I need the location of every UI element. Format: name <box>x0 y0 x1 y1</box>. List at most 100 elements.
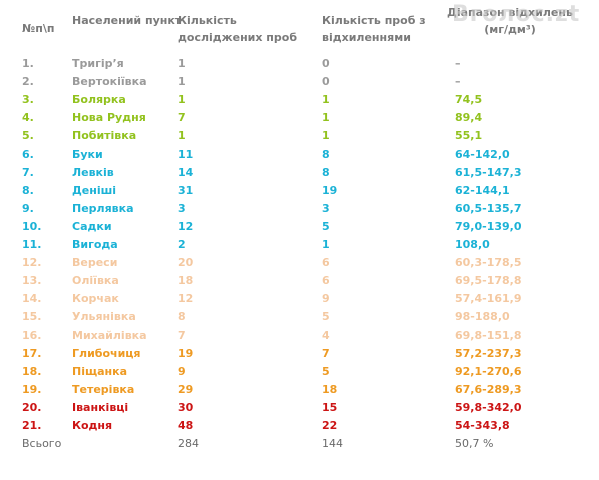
deviating-samples: 0 <box>322 75 330 89</box>
row-number: 12. <box>22 256 42 270</box>
samples: 1 <box>178 57 186 70</box>
samples: 20 <box>178 256 194 270</box>
total-cell: Всього <box>22 437 62 451</box>
row-number: 16. <box>22 328 42 342</box>
total-cell: 284 <box>178 437 199 451</box>
row-number: 14. <box>22 292 42 306</box>
header-cell: Діапазон відхилень (мг/дм³) <box>447 6 573 36</box>
range: 79,0-139,0 <box>455 219 522 233</box>
header-cell: Кількість проб з відхиленнями <box>322 14 426 44</box>
samples: 1 <box>178 93 186 107</box>
range: 57,4-161,9 <box>455 292 522 306</box>
settlement: Перлявка <box>72 201 134 215</box>
row-number: 6. <box>22 147 34 161</box>
deviating-samples: 19 <box>322 183 338 197</box>
settlement: Оліївка <box>72 274 119 288</box>
samples: 29 <box>178 382 194 396</box>
samples: 31 <box>178 183 194 197</box>
row-number: 5. <box>22 129 34 143</box>
row-number: 9. <box>22 201 34 215</box>
deviating-samples: 7 <box>322 346 330 360</box>
row-number: 7. <box>22 165 34 179</box>
row-number: 15. <box>22 310 42 324</box>
range: – <box>455 75 461 89</box>
samples: 9 <box>178 364 186 378</box>
row-number: 4. <box>22 111 34 125</box>
settlement: Вереси <box>72 256 118 270</box>
settlement: Садки <box>72 219 112 233</box>
settlement: Вертокіївка <box>72 75 147 89</box>
samples: 7 <box>178 111 186 125</box>
deviating-samples: 1 <box>322 111 330 125</box>
samples: 12 <box>178 219 194 233</box>
range: 59,8-342,0 <box>455 400 522 414</box>
range: 60,5-135,7 <box>455 201 522 215</box>
row-number: 18. <box>22 364 42 378</box>
total-cell: 144 <box>322 437 343 451</box>
samples: 14 <box>178 165 194 179</box>
row-number: 20. <box>22 400 42 414</box>
deviating-samples: 1 <box>322 238 330 251</box>
deviating-samples: 8 <box>322 165 330 179</box>
samples: 11 <box>178 147 194 161</box>
deviating-samples: 22 <box>322 419 338 432</box>
samples: 12 <box>178 292 194 306</box>
range: 64-142,0 <box>455 147 510 161</box>
settlement: Михайлівка <box>72 328 147 342</box>
header-cell: №п\п <box>22 22 55 35</box>
deviating-samples: 1 <box>322 129 330 143</box>
row-number: 8. <box>22 183 34 197</box>
settlement: Корчак <box>72 292 119 306</box>
deviating-samples: 9 <box>322 292 330 306</box>
samples: 8 <box>178 310 186 324</box>
samples: 1 <box>178 129 186 143</box>
settlement: Ульянівка <box>72 310 136 324</box>
deviating-samples: 5 <box>322 219 330 233</box>
settlement: Вигода <box>72 238 118 251</box>
settlement: Кодня <box>72 419 113 432</box>
settlement: Побитівка <box>72 129 137 143</box>
range: 54-343,8 <box>455 419 510 432</box>
settlement: Буки <box>72 147 103 161</box>
range: 92,1-270,6 <box>455 364 522 378</box>
range: 67,6-289,3 <box>455 382 522 396</box>
deviating-samples: 18 <box>322 382 338 396</box>
total-cell: 50,7 % <box>455 437 494 451</box>
deviating-samples: 6 <box>322 256 330 270</box>
deviating-samples: 15 <box>322 400 338 414</box>
deviating-samples: 8 <box>322 147 330 161</box>
row-number: 17. <box>22 346 42 360</box>
deviating-samples: 0 <box>322 57 330 70</box>
samples: 19 <box>178 346 194 360</box>
header-cell: Кількість досліджених проб <box>178 14 298 44</box>
range: 89,4 <box>455 111 483 125</box>
range: 69,5-178,8 <box>455 274 522 288</box>
range: 60,3-178,5 <box>455 256 522 270</box>
deviating-samples: 3 <box>322 201 330 215</box>
deviating-samples: 1 <box>322 93 330 107</box>
settlement: Глибочиця <box>72 346 141 360</box>
deviating-samples: 6 <box>322 274 330 288</box>
settlement: Піщанка <box>72 364 128 378</box>
samples: 1 <box>178 75 186 89</box>
samples: 3 <box>178 201 186 215</box>
deviating-samples: 5 <box>322 364 330 378</box>
row-number: 19. <box>22 382 42 396</box>
samples: 30 <box>178 400 194 414</box>
settlement: Тетерівка <box>72 382 135 396</box>
range: 55,1 <box>455 129 483 143</box>
range: 74,5 <box>455 93 483 107</box>
range: – <box>455 57 461 70</box>
settlement: Болярка <box>72 93 126 107</box>
row-number: 2. <box>22 75 34 89</box>
range: 57,2-237,3 <box>455 346 522 360</box>
row-number: 1. <box>22 57 34 70</box>
row-number: 11. <box>22 238 42 251</box>
range: 61,5-147,3 <box>455 165 522 179</box>
row-number: 3. <box>22 93 34 107</box>
range: 69,8-151,8 <box>455 328 522 342</box>
range: 98-188,0 <box>455 310 510 324</box>
row-number: 13. <box>22 274 42 288</box>
samples: 2 <box>178 238 186 251</box>
